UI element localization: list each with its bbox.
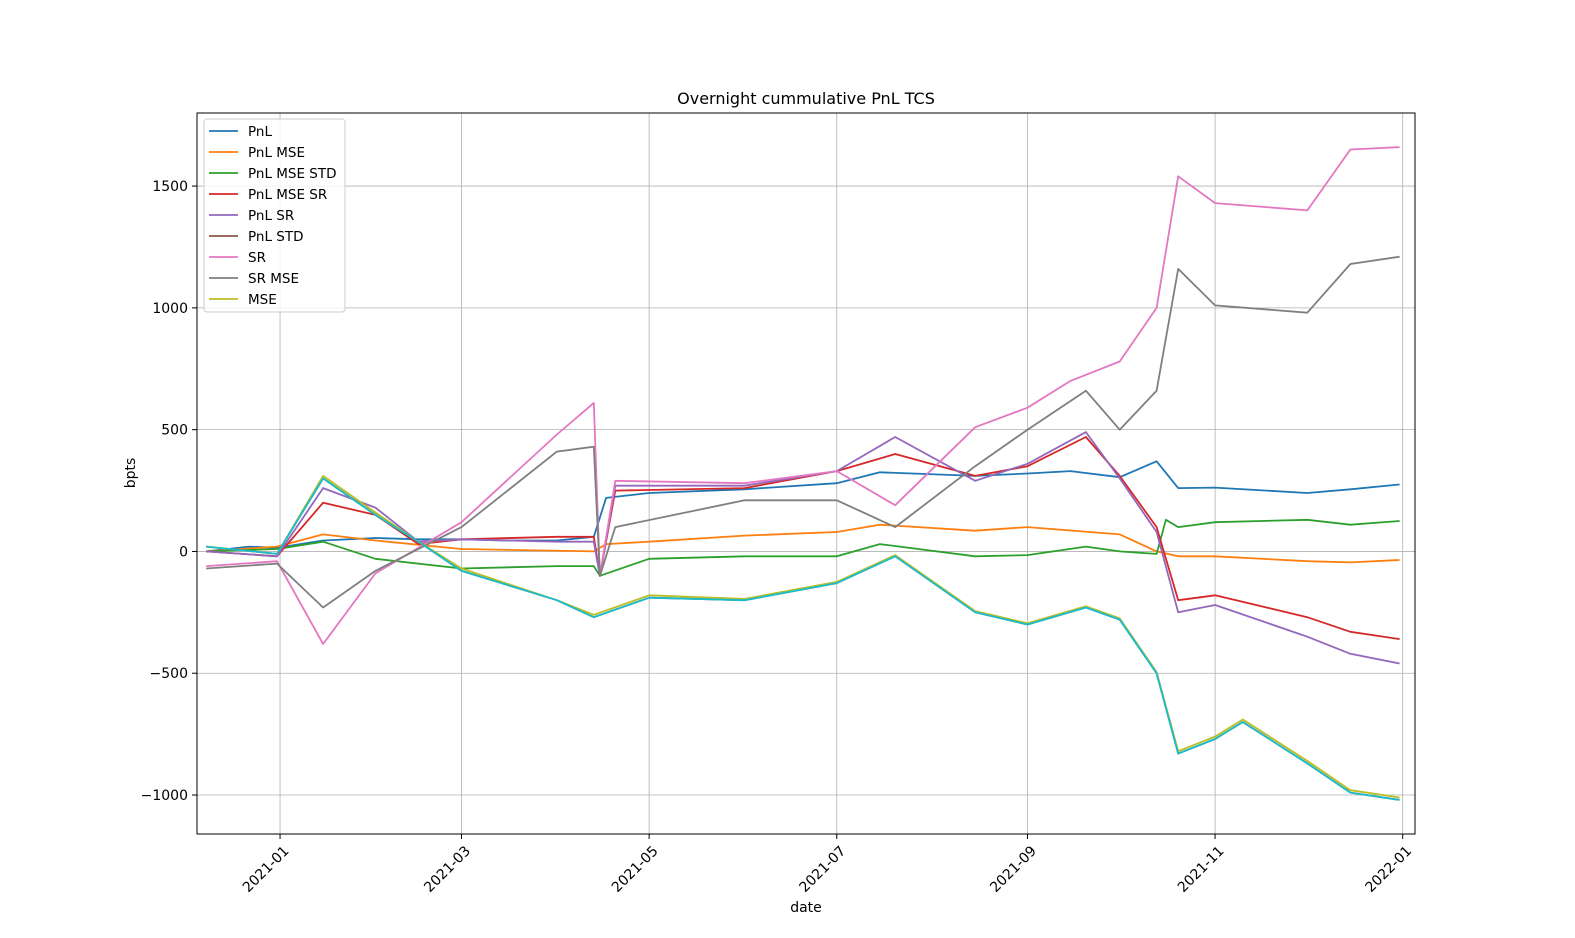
grid — [197, 113, 1415, 834]
x-axis-label: date — [790, 900, 822, 916]
y-axis-label: bpts — [123, 458, 139, 489]
series-line-unlabeled — [206, 477, 1400, 801]
legend-label: PnL MSE STD — [248, 166, 337, 182]
legend-label: SR — [248, 250, 266, 266]
legend-label: PnL STD — [248, 229, 303, 245]
series-line-pnl-mse — [206, 523, 1400, 564]
legend-label: PnL MSE — [248, 145, 305, 161]
y-tick-label: −1000 — [141, 788, 188, 804]
legend-label: PnL MSE SR — [248, 187, 327, 203]
legend-label: SR MSE — [248, 271, 299, 287]
y-tick-label: 1000 — [152, 301, 188, 317]
legend-label: PnL — [248, 124, 272, 140]
series-line-pnl-mse-std — [206, 518, 1400, 577]
series-line-sr-mse — [206, 255, 1400, 609]
series-line-sr — [206, 146, 1400, 645]
chart-title: Overnight cummulative PnL TCS — [677, 89, 935, 108]
series-lines — [206, 146, 1400, 801]
legend: PnL PnL MSE PnL MSE STD PnL MSE SR PnL SR PnL… — [203, 118, 346, 313]
y-tick-label: 1500 — [152, 179, 188, 195]
y-tick-label: 500 — [161, 423, 188, 439]
y-tick-label: −500 — [150, 666, 188, 682]
legend-label: MSE — [248, 292, 277, 308]
legend-box — [203, 118, 346, 313]
plot-frame — [196, 112, 1416, 835]
legend-label: PnL SR — [248, 208, 294, 224]
y-tick-label: 0 — [179, 544, 188, 560]
series-line-pnl — [206, 460, 1400, 553]
